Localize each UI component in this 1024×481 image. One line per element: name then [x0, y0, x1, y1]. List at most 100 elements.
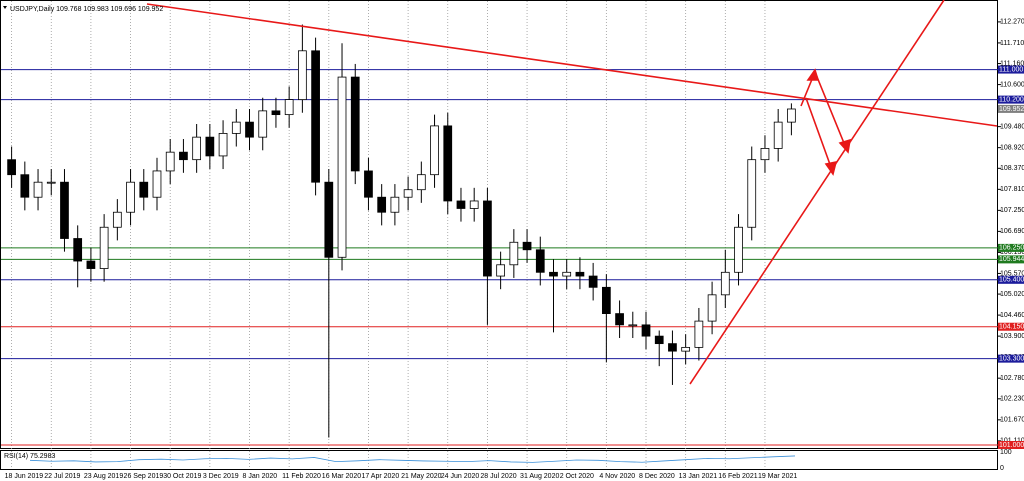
x-tick-label: 11 Feb 2020: [282, 473, 321, 480]
x-tick-label: 21 May 2020: [401, 473, 442, 480]
level-label: 106.250: [999, 245, 1024, 252]
arrow-head: [806, 68, 820, 81]
candle-body: [337, 76, 347, 258]
candle-body: [390, 196, 400, 213]
x-tick-label: 3 Dec 2019: [203, 473, 239, 480]
candle-body: [496, 264, 505, 277]
candle-body: [430, 125, 439, 176]
candle-body: [601, 286, 611, 314]
level-label-box: [998, 255, 1024, 264]
candle-body: [443, 125, 453, 202]
y-tick-label: 102.780: [1000, 375, 1024, 382]
candle-body: [773, 121, 783, 149]
candle-body: [165, 151, 175, 172]
candle-body: [284, 99, 294, 116]
arrow-head: [824, 160, 838, 176]
y-tick-label: 109.480: [1000, 123, 1024, 130]
arrow: [800, 69, 847, 149]
x-tick-label: 13 Jan 2021: [679, 473, 718, 480]
candle-body: [205, 136, 215, 157]
x-tick-label: 19 Mar 2021: [758, 473, 797, 480]
candle-body: [298, 50, 307, 101]
candle-body: [456, 200, 466, 209]
candle-body: [654, 335, 664, 345]
level-label: 105.400: [999, 277, 1024, 284]
candle-body: [562, 271, 572, 277]
candle-body: [787, 108, 796, 123]
candle-body: [112, 211, 122, 228]
candle-body: [152, 170, 162, 198]
y-tick-label: 103.900: [1000, 333, 1024, 340]
x-tick-label: 30 Oct 2019: [163, 473, 201, 480]
candle-body: [99, 226, 109, 269]
rsi-title: RSI(14) 75.2983: [4, 453, 55, 460]
x-tick-label: 31 Aug 2020: [520, 473, 559, 480]
candle-body: [7, 159, 16, 176]
level-label-box: [998, 440, 1024, 449]
title-icon: [3, 6, 7, 9]
candle-body: [707, 294, 717, 322]
arrow: [805, 97, 833, 171]
candle-body: [760, 148, 770, 161]
x-tick-label: 23 Aug 2019: [84, 473, 123, 480]
x-tick-label: 4 Nov 2020: [599, 473, 635, 480]
level-label-box: [998, 275, 1024, 284]
x-tick-label: 16 Mar 2020: [322, 473, 361, 480]
last-price-box: [998, 104, 1024, 113]
candle-body: [628, 324, 638, 327]
rsi-frame: [0, 450, 998, 470]
y-tick-label: 107.250: [1000, 207, 1024, 214]
candle-body: [364, 170, 373, 198]
candle-body: [615, 313, 624, 326]
x-tick-label: 8 Jan 2020: [243, 473, 278, 480]
y-tick-label: 110.600: [1000, 81, 1024, 88]
level-label-box: [998, 65, 1024, 74]
level-label: 101.000: [999, 442, 1024, 449]
candle-body: [549, 271, 558, 277]
candle-body: [403, 189, 413, 198]
x-tick-label: 8 Dec 2020: [639, 473, 675, 480]
candle-body: [694, 320, 704, 348]
candle-body: [245, 121, 254, 138]
candle-body: [126, 181, 135, 213]
level-label-box: [998, 354, 1024, 363]
level-label-box: [998, 243, 1024, 252]
level-label: 103.300: [999, 355, 1024, 362]
x-tick-label: 22 Jul 2019: [44, 473, 80, 480]
y-tick-label: 106.130: [1000, 249, 1024, 256]
y-tick-label: 104.460: [1000, 312, 1024, 319]
candle-body: [33, 181, 43, 198]
candle-body: [258, 110, 268, 138]
candle-body: [681, 346, 691, 352]
candle-body: [747, 159, 757, 228]
rsi-line: [29, 455, 796, 463]
candle-body: [469, 200, 479, 209]
candle-body: [720, 271, 730, 296]
level-label-box: [998, 95, 1024, 104]
y-tick-label: 106.690: [1000, 228, 1024, 235]
candle-body: [734, 226, 743, 273]
level-label-box: [998, 322, 1024, 331]
candle-body: [350, 76, 360, 172]
candle-body: [46, 181, 56, 184]
rsi-tick-label: 100: [1000, 449, 1012, 456]
x-tick-label: 24 Jun 2020: [441, 473, 480, 480]
y-tick-label: 102.230: [1000, 396, 1024, 403]
rsi-tick-label: 0: [1000, 465, 1004, 472]
candle-body: [668, 343, 677, 352]
arrow-head: [838, 138, 852, 154]
y-tick-label: 112.270: [1000, 19, 1024, 26]
y-tick-label: 107.810: [1000, 186, 1024, 193]
last-price-label: 109.952: [999, 106, 1024, 113]
y-tick-label: 105.020: [1000, 291, 1024, 298]
level-label: 105.944: [999, 256, 1024, 263]
candle-body: [20, 174, 30, 198]
candle-body: [60, 181, 69, 239]
level-label: 110.200: [999, 96, 1024, 103]
candle-body: [231, 121, 241, 134]
candle-body: [483, 200, 492, 277]
candle-body: [416, 174, 426, 191]
candle-body: [218, 132, 228, 157]
level-label: 104.150: [999, 324, 1024, 331]
